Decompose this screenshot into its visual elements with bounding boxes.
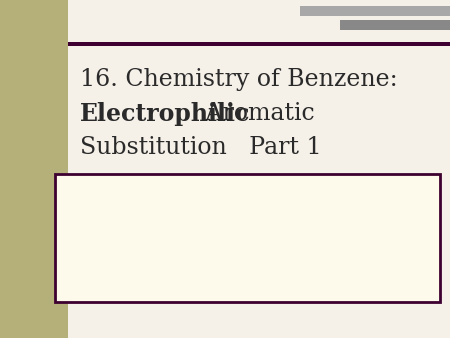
- Bar: [0, 42, 450, 46]
- Text: th: th: [208, 208, 216, 217]
- Bar: [0, 0, 68, 46]
- Text: Based on: Based on: [78, 195, 136, 208]
- Text: McMurry’s: McMurry’s: [78, 212, 146, 225]
- Bar: [0, 0, 68, 338]
- Text: Aromatic: Aromatic: [198, 102, 315, 125]
- Text: Substitution   Part 1: Substitution Part 1: [80, 136, 322, 159]
- Text: 16. Chemistry of Benzene:: 16. Chemistry of Benzene:: [80, 68, 398, 91]
- Text: Organic Chemistry: Organic Chemistry: [118, 212, 234, 225]
- Text: edition, Chapter 16: edition, Chapter 16: [219, 212, 344, 225]
- Text: Electrophilic: Electrophilic: [80, 102, 250, 126]
- Bar: [340, 20, 450, 30]
- Text: , 6: , 6: [194, 212, 210, 225]
- Bar: [55, 174, 440, 302]
- Bar: [300, 6, 450, 16]
